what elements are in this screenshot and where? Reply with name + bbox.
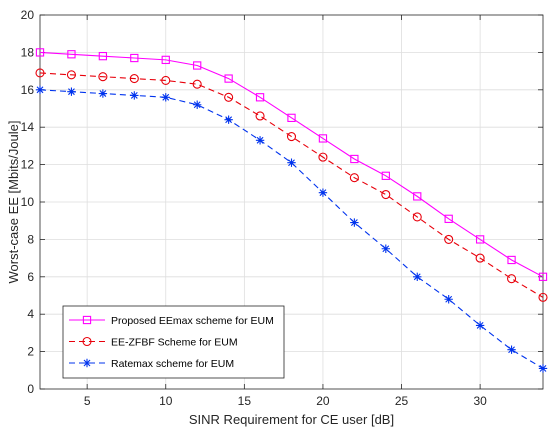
x-tick-label: 5 bbox=[84, 394, 91, 408]
data-point-marker bbox=[35, 48, 45, 57]
series-line bbox=[39, 72, 544, 298]
series-2 bbox=[35, 68, 548, 302]
legend-label: EE-ZFBF Scheme for EUM bbox=[111, 337, 238, 349]
x-tick-label: 15 bbox=[238, 394, 252, 408]
data-point-marker bbox=[350, 218, 359, 227]
data-point-marker bbox=[444, 214, 453, 223]
series-line bbox=[39, 51, 544, 278]
y-tick-label: 18 bbox=[21, 45, 35, 59]
legend: Proposed EEmax scheme for EUM EE-ZFBF Sch… bbox=[62, 305, 285, 379]
data-point-marker bbox=[350, 154, 359, 164]
data-point-marker bbox=[161, 93, 170, 102]
data-point-marker bbox=[538, 272, 548, 281]
x-tick-label: 20 bbox=[316, 394, 330, 408]
y-tick-label: 4 bbox=[27, 307, 34, 321]
data-point-marker bbox=[192, 79, 202, 89]
data-point-marker bbox=[98, 51, 108, 61]
data-point-marker bbox=[412, 212, 422, 222]
data-point-marker bbox=[35, 85, 45, 94]
data-point-marker bbox=[475, 321, 485, 330]
y-tick-label: 12 bbox=[21, 158, 35, 172]
data-point-marker bbox=[255, 136, 265, 145]
data-point-marker bbox=[255, 111, 265, 121]
data-point-marker bbox=[444, 295, 453, 304]
data-point-marker bbox=[444, 234, 454, 244]
y-tick-label: 10 bbox=[21, 195, 35, 209]
series-group bbox=[35, 48, 548, 373]
data-point-marker bbox=[67, 87, 76, 96]
y-axis-title: Worst-case EE [Mbits/Joule] bbox=[6, 120, 21, 283]
data-point-marker bbox=[507, 274, 517, 284]
data-point-marker bbox=[507, 255, 516, 265]
data-point-marker bbox=[475, 253, 485, 263]
data-point-marker bbox=[67, 50, 76, 59]
data-point-marker bbox=[538, 292, 548, 302]
data-point-marker bbox=[286, 132, 297, 142]
data-point-marker bbox=[66, 70, 76, 80]
data-point-marker bbox=[413, 192, 422, 201]
legend-marker bbox=[82, 358, 92, 368]
legend-marker bbox=[82, 315, 92, 325]
data-point-marker bbox=[98, 89, 108, 98]
series-line bbox=[39, 89, 544, 369]
data-point-marker bbox=[381, 171, 390, 180]
x-tick-label: 30 bbox=[473, 394, 487, 408]
data-point-marker bbox=[98, 72, 108, 82]
data-point-marker bbox=[381, 189, 391, 200]
x-tick-label: 25 bbox=[395, 394, 409, 408]
y-tick-label: 6 bbox=[27, 270, 34, 284]
legend-label: Proposed EEmax scheme for EUM bbox=[111, 315, 274, 327]
x-axis-title: SINR Requirement for CE user [dB] bbox=[189, 412, 394, 427]
data-point-marker bbox=[224, 115, 233, 124]
data-point-marker bbox=[538, 364, 548, 373]
data-point-marker bbox=[381, 244, 391, 253]
data-point-marker bbox=[507, 345, 516, 354]
data-point-marker bbox=[318, 188, 328, 197]
data-point-marker bbox=[318, 152, 328, 162]
legend-entry-3: Ratemax scheme for EUM bbox=[69, 358, 234, 370]
y-tick-label: 20 bbox=[21, 8, 35, 22]
data-point-marker bbox=[129, 74, 139, 84]
data-point-marker bbox=[475, 235, 485, 244]
y-tick-label: 2 bbox=[27, 345, 34, 359]
legend-entry-2: EE-ZFBF Scheme for EUM bbox=[69, 337, 238, 349]
data-point-marker bbox=[192, 100, 202, 109]
y-tick-label: 14 bbox=[21, 120, 35, 134]
y-tick-label: 8 bbox=[27, 232, 34, 246]
data-point-marker bbox=[130, 53, 139, 63]
legend-entry-1: Proposed EEmax scheme for EUM bbox=[69, 315, 274, 327]
data-point-marker bbox=[287, 113, 296, 122]
y-tick-label: 0 bbox=[27, 382, 34, 396]
data-point-marker bbox=[35, 68, 45, 78]
x-tick-label: 10 bbox=[159, 394, 173, 408]
data-point-marker bbox=[287, 158, 296, 167]
legend-label: Ratemax scheme for EUM bbox=[111, 358, 234, 370]
data-point-marker bbox=[318, 134, 328, 143]
series-1 bbox=[35, 48, 548, 281]
data-point-marker bbox=[255, 93, 265, 102]
y-tick-label: 16 bbox=[21, 83, 35, 97]
data-point-marker bbox=[161, 55, 170, 65]
data-point-marker bbox=[130, 91, 139, 100]
data-point-marker bbox=[413, 272, 422, 281]
series-3 bbox=[35, 85, 548, 373]
data-point-marker bbox=[224, 74, 233, 83]
legend-marker bbox=[82, 336, 92, 347]
data-point-marker bbox=[349, 173, 359, 183]
axis-ticks: 5 10 15 20 25 30 0 2 4 6 8 10 12 14 16 18 20 bbox=[21, 8, 543, 408]
data-point-marker bbox=[224, 92, 234, 102]
data-point-marker bbox=[193, 61, 202, 70]
data-point-marker bbox=[161, 75, 171, 85]
